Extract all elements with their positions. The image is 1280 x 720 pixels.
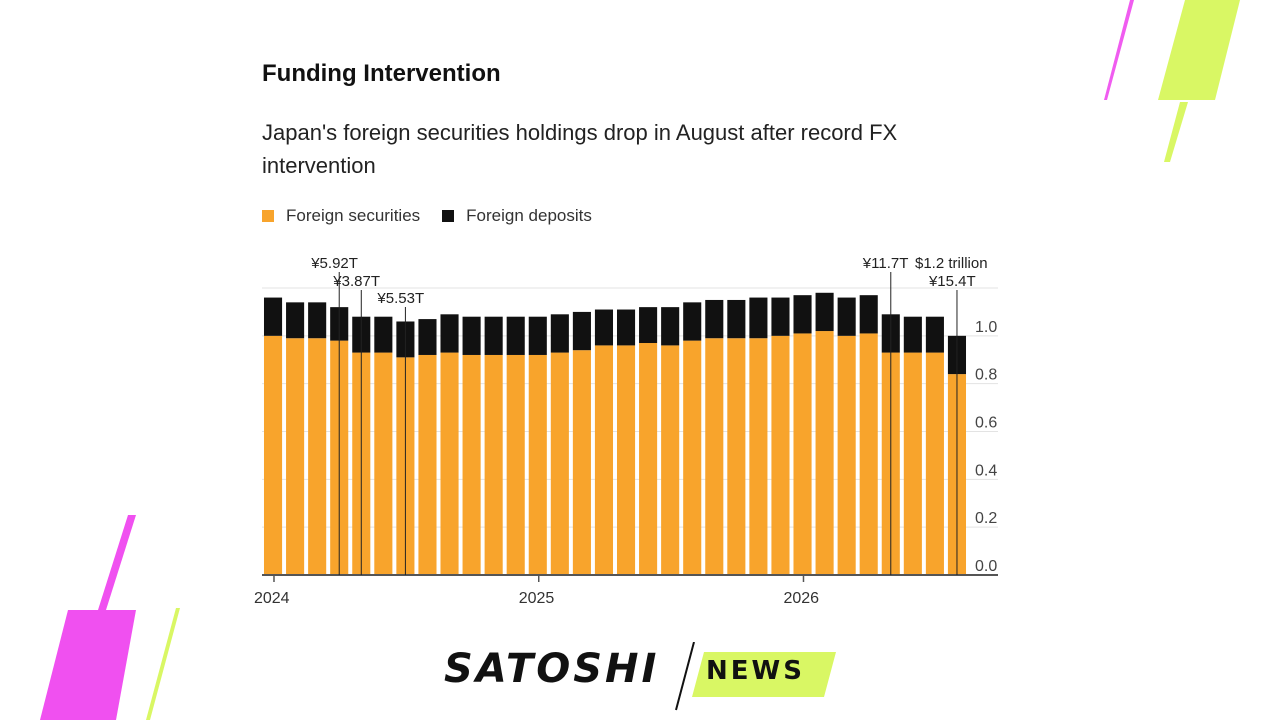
y-tick-label: 0.6	[975, 415, 997, 432]
bar-foreign-deposits	[594, 309, 614, 346]
chart-title: Funding Intervention	[262, 60, 501, 87]
x-tick-label: 2026	[783, 590, 819, 607]
bar-foreign-deposits	[550, 314, 569, 353]
bar-foreign-securities	[616, 345, 636, 575]
bar-foreign-securities	[263, 335, 283, 575]
bar-foreign-deposits	[418, 319, 437, 355]
bar-foreign-deposits	[925, 316, 944, 353]
bar-foreign-securities	[440, 352, 459, 575]
bar-foreign-deposits	[462, 316, 481, 355]
bar-foreign-deposits	[705, 299, 724, 339]
y-tick-label: 0.0	[975, 558, 997, 575]
bar-foreign-deposits	[506, 316, 525, 355]
logo-badge-background	[692, 652, 836, 697]
logo-wordmark: SATOSHI	[444, 646, 660, 692]
bar-foreign-deposits	[263, 297, 283, 336]
bar-foreign-deposits	[837, 297, 856, 336]
legend-item-deposits: Foreign deposits	[442, 206, 592, 226]
annotation-label: ¥5.92T	[310, 255, 358, 272]
bar-foreign-deposits	[286, 302, 305, 339]
bar-foreign-securities	[705, 338, 724, 575]
lime-stripe-top-thin	[1164, 102, 1188, 162]
chart-subtitle: Japan's foreign securities holdings drop…	[262, 120, 898, 178]
bar-foreign-securities	[815, 331, 834, 575]
bar-foreign-deposits	[528, 316, 547, 355]
bar-foreign-deposits	[616, 309, 636, 346]
bar-foreign-securities	[286, 338, 305, 575]
annotation-label: ¥3.87T	[332, 273, 380, 290]
pink-stripe-bottom	[40, 610, 136, 720]
y-tick-label: 0.8	[975, 367, 997, 384]
bar-foreign-deposits	[374, 316, 393, 353]
logo-badge-text: NEWS	[706, 656, 805, 686]
bar-foreign-deposits	[484, 316, 503, 355]
bar-foreign-securities	[903, 352, 922, 575]
bar-foreign-securities	[925, 352, 944, 575]
bar-foreign-securities	[506, 354, 525, 575]
stacked-bar-chart: 0.0 0.2 0.4 0.6 0.8 1.0 2024 2025 2026 ¥5.92T¥3.8…	[254, 255, 998, 607]
bar-foreign-deposits	[749, 297, 768, 339]
bar-foreign-securities	[594, 345, 614, 575]
legend-swatch-deposits	[442, 210, 455, 222]
bar-foreign-deposits	[440, 314, 459, 353]
bar-foreign-deposits	[661, 307, 680, 346]
annotation-label: ¥5.53T	[376, 290, 424, 307]
bar-foreign-deposits	[683, 302, 702, 341]
x-tick-label: 2025	[519, 590, 555, 607]
bar-foreign-securities	[661, 345, 680, 575]
satoshi-news-logo: SATOSHI NEWS	[444, 642, 844, 712]
bar-foreign-deposits	[572, 311, 591, 351]
bar-foreign-securities	[793, 333, 812, 575]
y-tick-label: 0.2	[975, 510, 997, 527]
bar-foreign-deposits	[727, 299, 746, 339]
bar-foreign-securities	[528, 354, 547, 575]
bar-foreign-securities	[749, 338, 768, 575]
bar-foreign-securities	[639, 343, 658, 575]
bar-foreign-securities	[374, 352, 393, 575]
pink-stripe-bottom-thin	[98, 515, 136, 610]
y-tick-label: 0.4	[975, 462, 997, 479]
legend-item-securities: Foreign securities	[262, 206, 420, 226]
bar-foreign-deposits	[771, 297, 790, 336]
bar-foreign-securities	[572, 350, 591, 575]
bar-foreign-deposits	[859, 295, 878, 334]
bar-foreign-deposits	[903, 316, 922, 353]
legend-label-deposits: Foreign deposits	[466, 206, 592, 225]
bar-foreign-securities	[550, 352, 569, 575]
bar-foreign-securities	[683, 340, 702, 575]
logo-badge-shape	[675, 642, 836, 711]
bar-foreign-securities	[418, 354, 437, 575]
annotation-label: $1.2 trillion	[915, 255, 988, 272]
legend-label-securities: Foreign securities	[286, 206, 421, 225]
lime-stripe-top	[1158, 0, 1240, 100]
bar-foreign-securities	[771, 335, 790, 575]
bar-foreign-securities	[859, 333, 878, 575]
legend-swatch-securities	[262, 210, 274, 222]
lime-stripe-bottom	[146, 608, 180, 720]
chart-legend: Foreign securities Foreign deposits	[262, 206, 592, 226]
annotation-label: ¥15.4T	[928, 273, 976, 290]
bar-foreign-deposits	[639, 307, 658, 344]
bar-foreign-securities	[484, 354, 503, 575]
bar-foreign-deposits	[308, 302, 327, 339]
bar-foreign-securities	[462, 354, 481, 575]
bar-foreign-deposits	[793, 295, 812, 334]
annotation-label: ¥11.7T	[862, 255, 909, 272]
bar-foreign-securities	[837, 335, 856, 575]
x-tick-label: 2024	[254, 590, 290, 607]
pink-stripe-top	[1104, 0, 1134, 100]
bar-foreign-deposits	[815, 292, 834, 332]
bar-foreign-securities	[727, 338, 746, 575]
y-tick-label: 1.0	[975, 319, 997, 336]
logo-divider	[675, 642, 695, 711]
bar-foreign-securities	[308, 338, 327, 575]
